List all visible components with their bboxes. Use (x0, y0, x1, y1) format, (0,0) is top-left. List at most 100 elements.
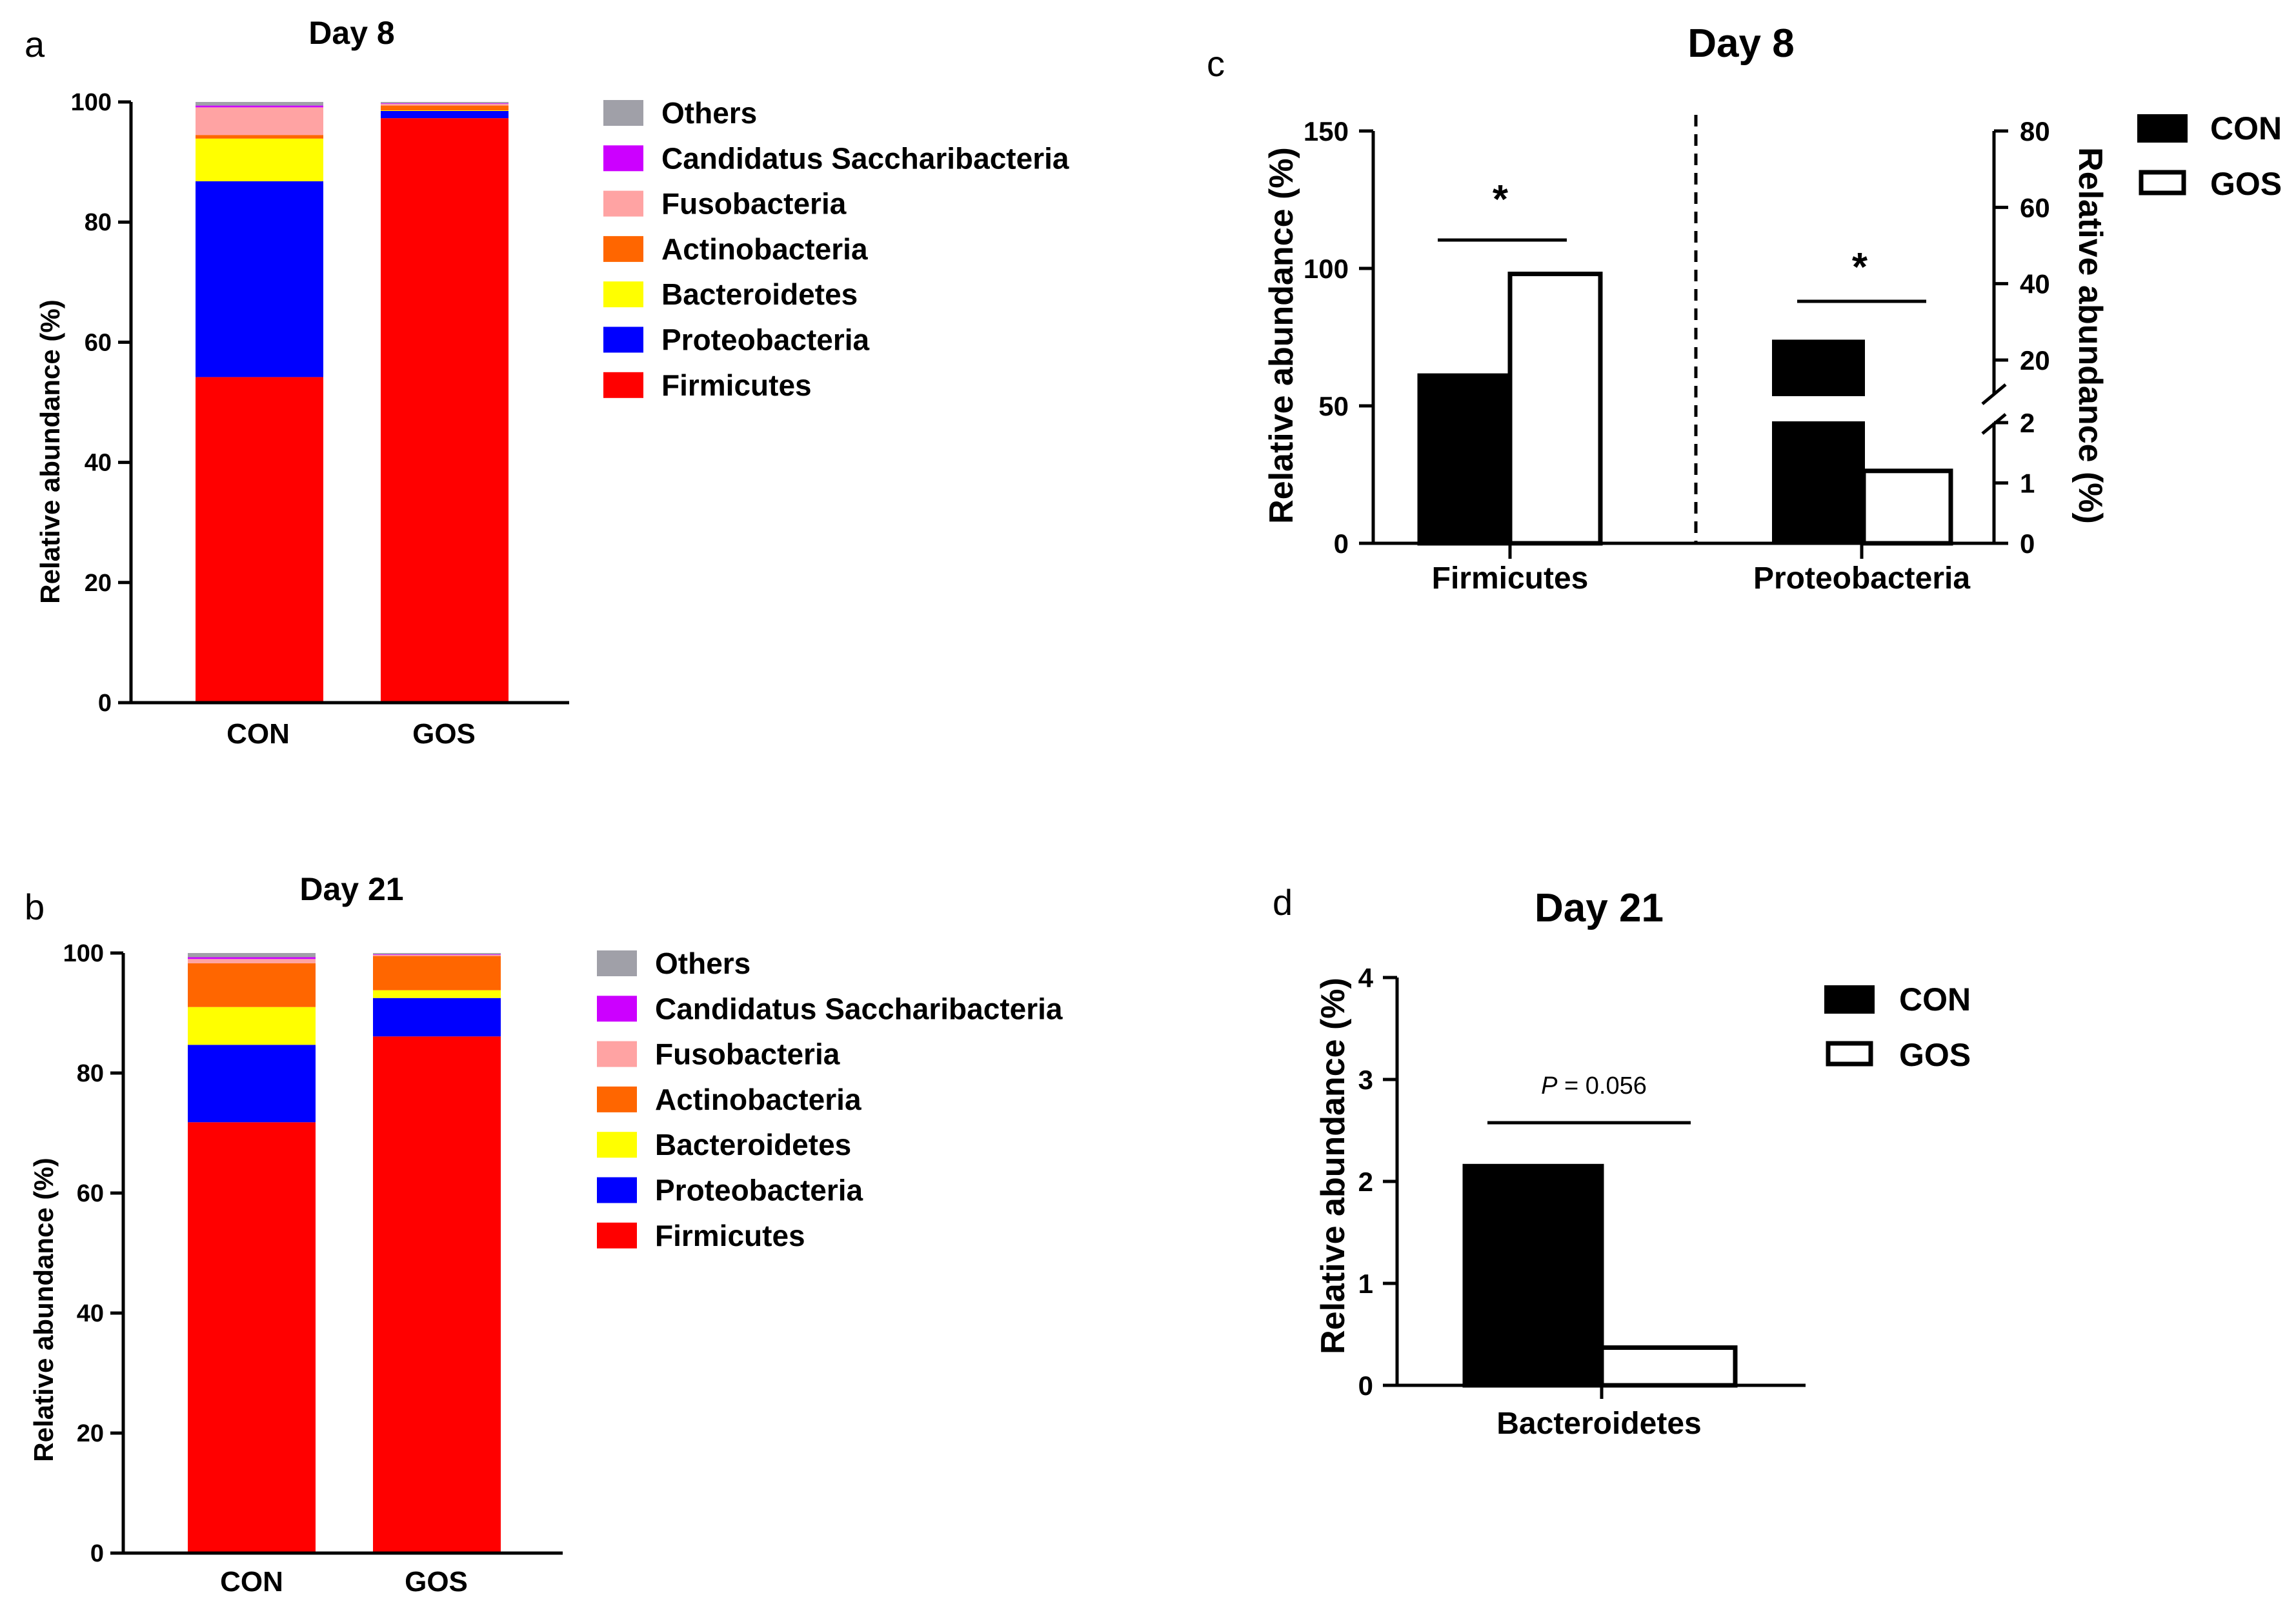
panel-d-bar-bacteroidetes-con (1462, 1163, 1604, 1388)
panel-b-bar-con-actinobacteria (188, 963, 316, 1007)
panel-a-bar-con-actinobacteria (196, 135, 323, 139)
panel-b-legend-label-candidatus-saccharibacteria: Candidatus Saccharibacteria (655, 992, 1063, 1025)
panel-d: d Day 21 Relative abundance (%) 0 1 2 3 4 P … (1273, 882, 1971, 1441)
panel-c-bar-firmicutes-con (1417, 373, 1513, 546)
panel-b-bar-con-others (188, 953, 316, 958)
panel-c-axis-break-top (1981, 383, 2007, 405)
panel-c-legend-label-con: CON (2210, 110, 2282, 146)
panel-b-legend-swatch-proteobacteria (597, 1177, 637, 1203)
panel-a-legend-label-firmicutes: Firmicutes (661, 368, 812, 402)
panel-b-legend-label-others: Others (655, 947, 750, 980)
panel-c-y-tick-label-left: 50 (1318, 391, 1349, 421)
panel-b-legend-label-firmicutes: Firmicutes (655, 1219, 805, 1252)
panel-d-legend-swatch-gos (1826, 1041, 1873, 1067)
panel-b-legend-swatch-actinobacteria (597, 1086, 637, 1112)
panel-c-legend-swatch-gos (2139, 170, 2186, 196)
panel-c-y-tick-label-right: 20 (2020, 345, 2050, 376)
panel-c-x-label-firmicutes: Firmicutes (1432, 561, 1589, 596)
panel-a-bar-con-bacteroidetes (196, 138, 323, 181)
panel-a-bar-gos-proteobacteria (381, 110, 509, 119)
panel-b-y-tick-label: 0 (90, 1540, 104, 1567)
panel-a-legend-swatch-firmicutes (603, 372, 643, 398)
panel-a-legend-swatch-others (603, 100, 643, 126)
panel-label-c: c (1207, 43, 1225, 84)
panel-a-bar-con-firmicutes (196, 377, 323, 703)
panel-a-legend-label-fusobacteria: Fusobacteria (661, 187, 847, 221)
panel-b-bar-gos-proteobacteria (373, 998, 501, 1037)
panel-b-legend-swatch-fusobacteria (597, 1041, 637, 1067)
panel-a-legend-swatch-fusobacteria (603, 190, 643, 217)
panel-a-bar-gos-others (381, 102, 509, 103)
panel-c-legend-label-gos: GOS (2210, 166, 2282, 202)
panel-label-a: a (25, 24, 45, 65)
panel-b-bars (188, 953, 501, 1553)
panel-d-legend-label-gos: GOS (1899, 1037, 1971, 1073)
panel-c-y-tick-label-right: 40 (2020, 269, 2050, 299)
panel-a-y-tick-label: 60 (85, 329, 112, 356)
panel-c-y-axis-label-left: Relative abundance (%) (1263, 147, 1300, 524)
panel-b-bar-gos-firmicutes (373, 1036, 501, 1553)
panel-a-legend-label-candidatus-saccharibacteria: Candidatus Saccharibacteria (661, 141, 1069, 175)
panel-b-bar-gos-fusobacteria (373, 954, 501, 956)
panel-d-y-tick-label: 4 (1358, 963, 1374, 993)
panel-b-bar-con-bacteroidetes (188, 1007, 316, 1045)
panel-a-bar-con-others (196, 102, 323, 106)
panel-b-x-tick-gos: GOS (405, 1566, 468, 1598)
panel-c-y-axis-label-right: Relative abundance (%) (2071, 147, 2109, 524)
panel-b-legend-label-actinobacteria: Actinobacteria (655, 1083, 861, 1116)
panel-a-y-tick-label: 100 (71, 89, 112, 116)
panel-b-title: Day 21 (299, 871, 403, 907)
panel-d-y-axis-label: Relative abundance (%) (1314, 978, 1352, 1354)
panel-b-legend-label-bacteroidetes: Bacteroidetes (655, 1128, 851, 1161)
panel-a-x-tick-con: CON (227, 718, 290, 750)
panel-b-bar-gos-bacteroidetes (373, 990, 501, 998)
panel-d-y-tick-label: 2 (1358, 1167, 1373, 1197)
panel-b-legend-label-proteobacteria: Proteobacteria (655, 1174, 863, 1207)
panel-c-y-tick-label-right: 60 (2020, 192, 2050, 223)
panel-a-legend-label-actinobacteria: Actinobacteria (661, 232, 868, 266)
panel-a-legend-swatch-bacteroidetes (603, 281, 643, 308)
panel-a-y-tick-label: 40 (85, 450, 112, 477)
panel-b-legend-swatch-firmicutes (597, 1222, 637, 1249)
panel-d-bar-bacteroidetes-gos (1599, 1345, 1738, 1388)
panel-c-bar-firmicutes-gos (1507, 272, 1603, 546)
panel-b-bar-con-proteobacteria (188, 1045, 316, 1123)
panel-a-legend-swatch-proteobacteria (603, 326, 643, 353)
panel-c-title: Day 8 (1687, 21, 1794, 66)
panel-a-legend-label-bacteroidetes: Bacteroidetes (661, 277, 858, 311)
panel-b-bar-con-candidatus-saccharibacteria (188, 957, 316, 959)
panel-b-bar-gos-others (373, 953, 501, 954)
panel-d-y-tick-label: 1 (1358, 1269, 1373, 1299)
panel-b-legend: Others Candidatus Saccharibacteria Fusobac… (597, 947, 1063, 1252)
panel-d-y-tick-label: 3 (1358, 1065, 1373, 1095)
panel-b-bar-con-firmicutes (188, 1122, 316, 1553)
panel-c-bar-proteobacteria-gos (1861, 468, 1953, 546)
panel-a-legend-swatch-actinobacteria (603, 236, 643, 262)
panel-c-y-tick-label-left: 100 (1304, 254, 1349, 284)
panel-label-d: d (1273, 882, 1293, 923)
panel-b-y-tick-label: 60 (77, 1180, 104, 1207)
panel-d-y-tick-label: 0 (1358, 1370, 1373, 1401)
panel-a-legend-label-proteobacteria: Proteobacteria (661, 323, 870, 357)
panel-a-bar-con-candidatus-saccharibacteria (196, 105, 323, 108)
panel-a-bar-gos-fusobacteria (381, 103, 509, 106)
panel-c-y-tick-label-right: 80 (2020, 116, 2050, 146)
panel-b-legend-label-fusobacteria: Fusobacteria (655, 1038, 840, 1071)
panel-b-legend-swatch-bacteroidetes (597, 1132, 637, 1158)
panel-b-y-tick-label: 80 (77, 1060, 104, 1087)
panel-d-p-symbol: P (1541, 1072, 1558, 1099)
panel-a-y-tick-label: 80 (85, 209, 112, 236)
panel-a-bar-con-proteobacteria (196, 181, 323, 377)
panel-a-bar-gos-candidatus-saccharibacteria (381, 103, 509, 104)
panel-b-y-tick-label: 100 (63, 940, 104, 967)
panel-b-y-tick-label: 20 (77, 1420, 104, 1447)
panel-c: c Day 8 Relative abundance (%) Relative … (1207, 21, 2282, 596)
panel-c-sig-star-proteobacteria: * (1852, 245, 1868, 290)
panel-d-p-value: P = 0.056 (1541, 1072, 1647, 1099)
panel-b-bar-gos-candidatus-saccharibacteria (373, 954, 501, 955)
panel-b-legend-swatch-others (597, 950, 637, 976)
panel-a-legend-swatch-candidatus-saccharibacteria (603, 145, 643, 172)
panel-b-y-ticks: 0 20 40 60 80 100 (63, 940, 123, 1567)
panel-d-legend-label-con: CON (1899, 981, 1971, 1018)
